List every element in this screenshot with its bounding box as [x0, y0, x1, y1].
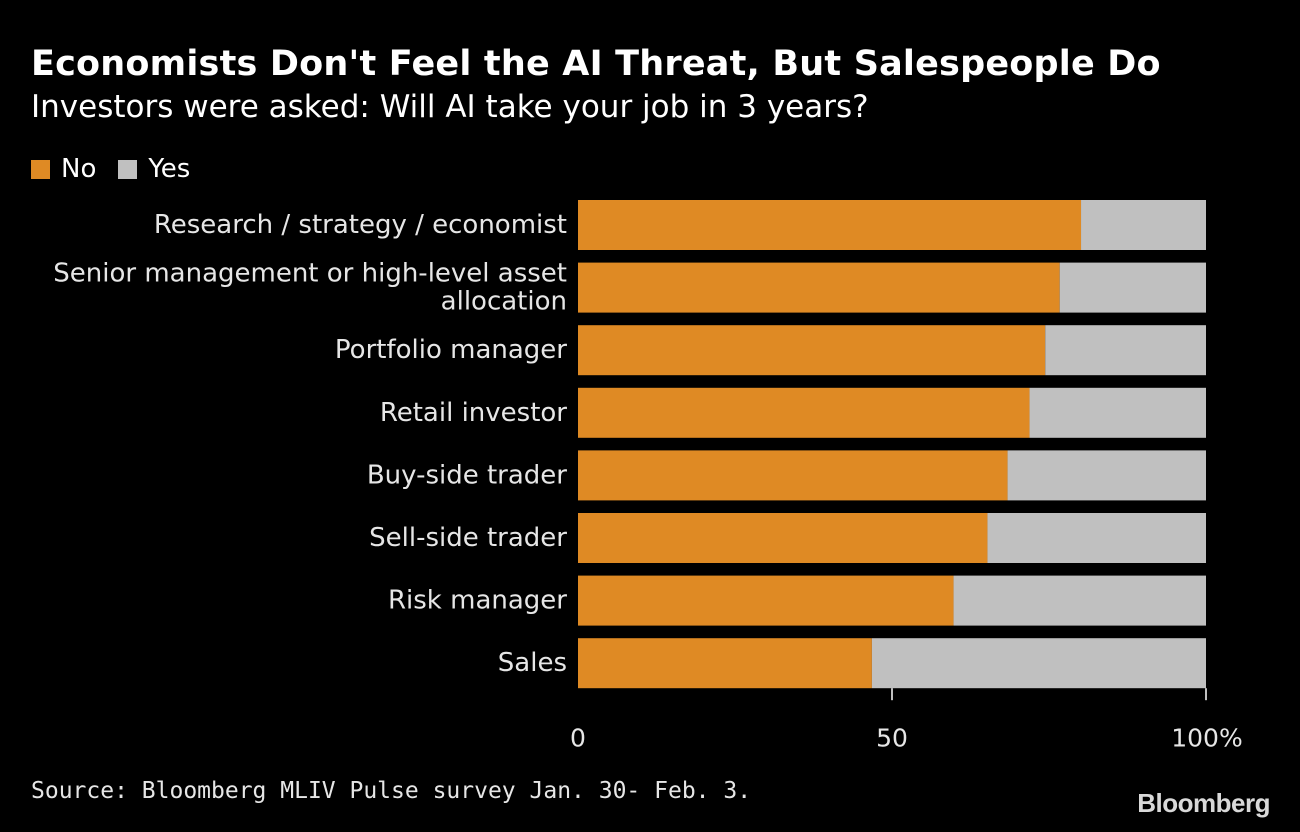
category-label-7: Sales: [498, 648, 567, 678]
category-label-5: Sell-side trader: [369, 523, 567, 553]
category-label-0: Research / strategy / economist: [154, 210, 567, 240]
bar-yes-4: [1007, 450, 1206, 501]
chart-title: Economists Don't Feel the AI Threat, But…: [31, 44, 1161, 84]
x-tick-label-0: 0: [570, 724, 586, 753]
bar-yes-7: [871, 638, 1206, 689]
source-note: Source: Bloomberg MLIV Pulse survey Jan.…: [31, 778, 752, 804]
bar-no-2: [578, 325, 1046, 376]
legend-item-yes: Yes: [118, 154, 190, 184]
bar-yes-6: [953, 575, 1206, 626]
legend-label-yes: Yes: [148, 154, 191, 184]
category-label-1-0: Senior management or high-level asset: [53, 259, 567, 289]
bar-no-5: [578, 513, 988, 563]
bar-yes-5: [987, 513, 1206, 563]
bar-no-3: [578, 387, 1030, 438]
bar-yes-3: [1029, 387, 1206, 438]
legend: No Yes: [31, 154, 212, 184]
category-label-4: Buy-side trader: [367, 460, 567, 490]
x-tick-label-2: 100%: [1171, 724, 1242, 753]
legend-swatch-no: [31, 159, 50, 179]
legend-item-no: No: [31, 154, 96, 184]
chart-subtitle: Investors were asked: Will AI take your …: [31, 89, 869, 125]
bar-no-6: [578, 575, 954, 626]
x-tick-label-1: 50: [876, 724, 908, 753]
bar-no-1: [578, 262, 1060, 313]
category-label-6: Risk manager: [388, 586, 567, 616]
bloomberg-logo: Bloomberg: [1137, 788, 1270, 818]
legend-swatch-yes: [118, 159, 138, 179]
bar-yes-2: [1045, 325, 1206, 376]
legend-label-no: No: [61, 154, 97, 184]
category-label-2: Portfolio manager: [335, 335, 567, 365]
bar-no-0: [578, 200, 1082, 250]
bar-no-7: [578, 638, 872, 689]
bar-yes-1: [1059, 262, 1206, 313]
category-label-3: Retail investor: [380, 398, 567, 428]
category-label-1-1: allocation: [441, 287, 567, 317]
bar-yes-0: [1081, 200, 1206, 250]
bar-no-4: [578, 450, 1008, 501]
